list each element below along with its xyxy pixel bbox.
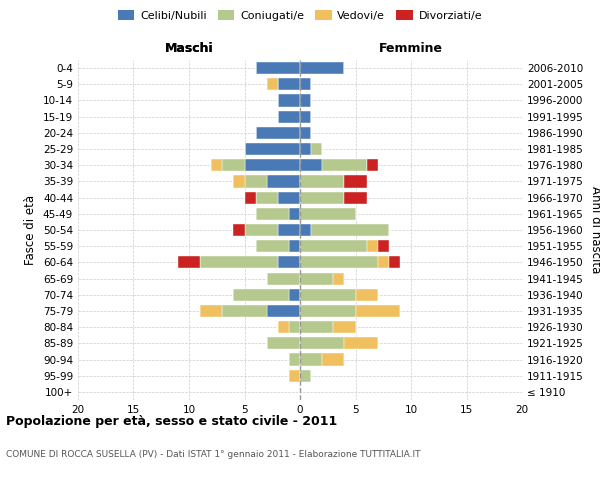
Text: COMUNE DI ROCCA SUSELLA (PV) - Dati ISTAT 1° gennaio 2011 - Elaborazione TUTTITA: COMUNE DI ROCCA SUSELLA (PV) - Dati ISTA…	[6, 450, 421, 459]
Y-axis label: Fasce di età: Fasce di età	[25, 195, 37, 265]
Bar	[245, 176, 267, 188]
Bar	[267, 338, 300, 349]
Bar	[389, 256, 400, 268]
Bar	[334, 321, 356, 333]
Bar	[300, 321, 334, 333]
Bar	[322, 159, 367, 172]
Bar	[278, 321, 289, 333]
Bar	[289, 240, 300, 252]
Bar	[245, 143, 300, 155]
Bar	[289, 370, 300, 382]
Bar	[300, 240, 367, 252]
Bar	[233, 224, 245, 236]
Bar	[300, 192, 344, 203]
Bar	[233, 288, 289, 301]
Bar	[200, 256, 278, 268]
Bar	[300, 143, 311, 155]
Bar	[367, 159, 378, 172]
Bar	[267, 176, 300, 188]
Text: Maschi: Maschi	[164, 42, 214, 55]
Bar	[311, 143, 322, 155]
Bar	[278, 78, 300, 90]
Bar	[289, 288, 300, 301]
Bar	[344, 192, 367, 203]
Text: Maschi: Maschi	[164, 42, 214, 55]
Bar	[278, 256, 300, 268]
Bar	[267, 272, 300, 284]
Bar	[300, 127, 311, 139]
Bar	[300, 62, 344, 74]
Bar	[223, 305, 267, 317]
Bar	[233, 176, 245, 188]
Bar	[322, 354, 344, 366]
Bar	[289, 321, 300, 333]
Bar	[300, 224, 311, 236]
Legend: Celibi/Nubili, Coniugati/e, Vedovi/e, Divorziati/e: Celibi/Nubili, Coniugati/e, Vedovi/e, Di…	[113, 6, 487, 25]
Bar	[300, 256, 378, 268]
Bar	[256, 208, 289, 220]
Bar	[289, 354, 300, 366]
Bar	[278, 94, 300, 106]
Y-axis label: Anni di nascita: Anni di nascita	[589, 186, 600, 274]
Bar	[256, 127, 300, 139]
Bar	[245, 159, 300, 172]
Bar	[256, 192, 278, 203]
Bar	[300, 110, 311, 122]
Bar	[278, 224, 300, 236]
Text: Popolazione per età, sesso e stato civile - 2011: Popolazione per età, sesso e stato civil…	[6, 415, 337, 428]
Bar	[300, 208, 356, 220]
Bar	[300, 354, 322, 366]
Bar	[300, 94, 311, 106]
Bar	[367, 240, 378, 252]
Bar	[344, 338, 378, 349]
Bar	[289, 208, 300, 220]
Bar	[378, 256, 389, 268]
Bar	[300, 305, 356, 317]
Bar	[278, 192, 300, 203]
Bar	[178, 256, 200, 268]
Bar	[256, 240, 289, 252]
Bar	[356, 288, 378, 301]
Bar	[245, 192, 256, 203]
Bar	[300, 288, 356, 301]
Bar	[278, 110, 300, 122]
Bar	[223, 159, 245, 172]
Bar	[300, 176, 344, 188]
Bar	[378, 240, 389, 252]
Bar	[300, 272, 334, 284]
Bar	[300, 338, 344, 349]
Bar	[300, 78, 311, 90]
Bar	[300, 370, 311, 382]
Bar	[256, 62, 300, 74]
Bar	[311, 224, 389, 236]
Bar	[356, 305, 400, 317]
Bar	[300, 159, 322, 172]
Bar	[245, 224, 278, 236]
Bar	[267, 305, 300, 317]
Bar	[344, 176, 367, 188]
Bar	[211, 159, 223, 172]
Text: Femmine: Femmine	[379, 42, 443, 55]
Bar	[267, 78, 278, 90]
Bar	[334, 272, 344, 284]
Bar	[200, 305, 223, 317]
